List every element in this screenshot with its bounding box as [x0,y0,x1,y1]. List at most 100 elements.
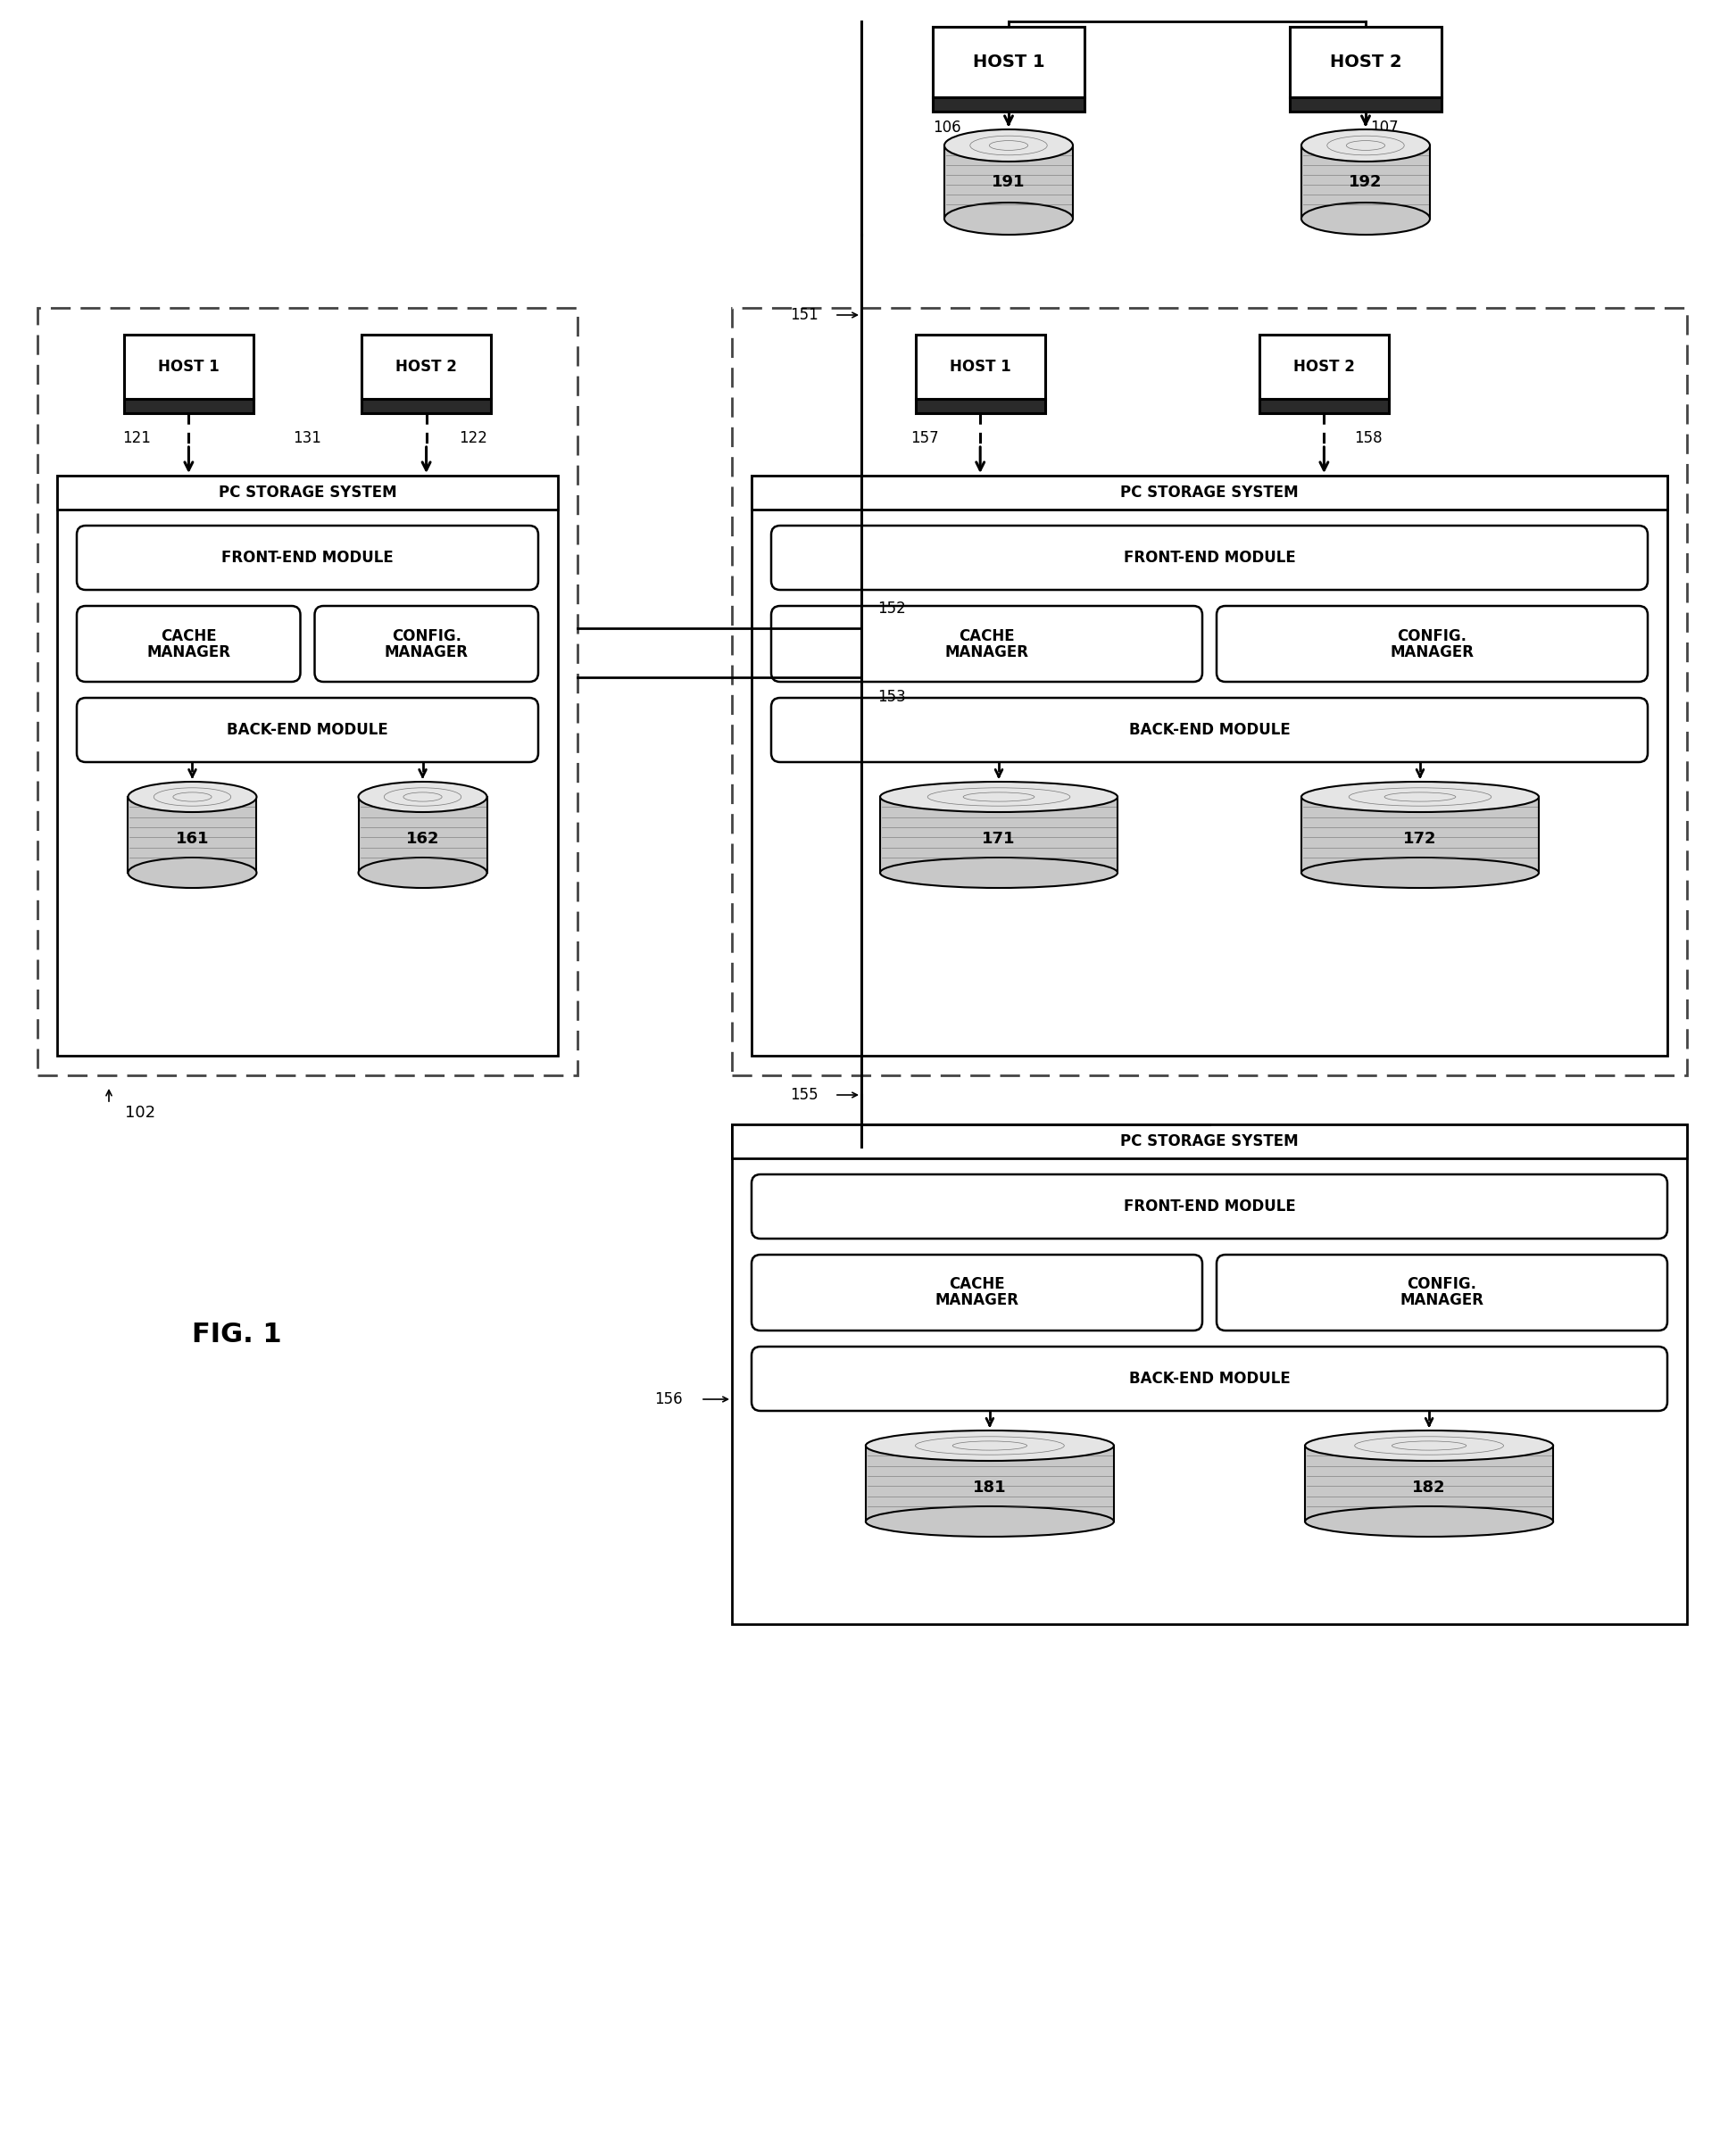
Text: 155: 155 [789,1087,819,1104]
Text: CONFIG.: CONFIG. [1397,627,1467,645]
Bar [1302,144,1429,218]
Ellipse shape [865,1507,1115,1537]
Text: 182: 182 [1412,1479,1447,1496]
Text: FRONT-END MODULE: FRONT-END MODULE [222,550,394,565]
Ellipse shape [1302,783,1539,813]
Bar [944,144,1073,218]
Bar [127,798,256,873]
Ellipse shape [944,203,1073,235]
Bar [124,399,253,414]
Ellipse shape [944,129,1073,162]
Ellipse shape [1305,1507,1553,1537]
Ellipse shape [881,858,1118,888]
Text: HOST 2: HOST 2 [1293,358,1355,375]
FancyBboxPatch shape [771,699,1648,761]
Bar [733,1125,1687,1623]
Text: 106: 106 [932,119,961,136]
Text: CONFIG.: CONFIG. [1407,1276,1477,1294]
Bar [361,334,490,399]
Ellipse shape [127,783,256,813]
Bar [733,308,1687,1076]
Text: 162: 162 [406,830,439,847]
Bar [1302,798,1539,873]
Bar [932,26,1085,97]
Ellipse shape [358,783,487,813]
Ellipse shape [881,783,1118,813]
FancyBboxPatch shape [752,1175,1667,1240]
FancyBboxPatch shape [77,606,301,681]
Ellipse shape [1302,858,1539,888]
Bar [881,798,1118,873]
Bar [57,476,557,1056]
Bar [1259,399,1388,414]
Text: MANAGER: MANAGER [1400,1294,1484,1309]
Text: 161: 161 [175,830,210,847]
Text: HOST 1: HOST 1 [949,358,1011,375]
FancyBboxPatch shape [77,699,538,761]
Text: MANAGER: MANAGER [385,645,468,660]
Text: CACHE: CACHE [949,1276,1004,1294]
Text: 121: 121 [122,431,151,446]
Text: MANAGER: MANAGER [936,1294,1018,1309]
Bar [1305,1447,1553,1522]
Bar [932,97,1085,112]
FancyBboxPatch shape [771,606,1202,681]
Text: 158: 158 [1355,431,1383,446]
Bar [38,308,578,1076]
Text: PC STORAGE SYSTEM: PC STORAGE SYSTEM [218,485,397,500]
Text: BACK-END MODULE: BACK-END MODULE [1128,1371,1290,1386]
Text: MANAGER: MANAGER [1390,645,1474,660]
Text: MANAGER: MANAGER [944,645,1029,660]
Text: FIG. 1: FIG. 1 [191,1322,282,1348]
Text: 122: 122 [459,431,487,446]
Text: CACHE: CACHE [958,627,1015,645]
Bar [358,798,487,873]
FancyBboxPatch shape [77,526,538,591]
Text: PC STORAGE SYSTEM: PC STORAGE SYSTEM [1120,1134,1299,1149]
Text: 152: 152 [877,602,906,617]
Text: FRONT-END MODULE: FRONT-END MODULE [1123,550,1295,565]
Bar [733,1125,1687,1158]
Text: HOST 1: HOST 1 [972,54,1044,71]
Bar [1290,26,1441,97]
Text: 131: 131 [294,431,322,446]
Text: 153: 153 [877,690,906,705]
Text: FRONT-END MODULE: FRONT-END MODULE [1123,1199,1295,1214]
Text: PC STORAGE SYSTEM: PC STORAGE SYSTEM [1120,485,1299,500]
Bar [1259,334,1388,399]
Text: CACHE: CACHE [160,627,217,645]
Text: MANAGER: MANAGER [146,645,230,660]
Bar [752,476,1667,1056]
Text: BACK-END MODULE: BACK-END MODULE [227,722,389,737]
Text: HOST 2: HOST 2 [1330,54,1402,71]
Text: BACK-END MODULE: BACK-END MODULE [1128,722,1290,737]
FancyBboxPatch shape [752,1348,1667,1410]
Text: HOST 1: HOST 1 [158,358,220,375]
Bar [57,476,557,509]
FancyBboxPatch shape [315,606,538,681]
Text: 151: 151 [789,306,819,323]
Text: 172: 172 [1404,830,1436,847]
Bar [361,399,490,414]
FancyBboxPatch shape [1216,606,1648,681]
Bar [915,399,1046,414]
Text: CONFIG.: CONFIG. [392,627,461,645]
Text: 191: 191 [992,175,1025,190]
Text: 181: 181 [974,1479,1006,1496]
FancyBboxPatch shape [752,1255,1202,1330]
Bar [752,476,1667,509]
Ellipse shape [1302,129,1429,162]
Bar [1290,97,1441,112]
Text: 102: 102 [126,1104,155,1121]
Ellipse shape [865,1429,1115,1462]
FancyBboxPatch shape [1216,1255,1667,1330]
Ellipse shape [358,858,487,888]
Text: HOST 2: HOST 2 [396,358,458,375]
Ellipse shape [127,858,256,888]
Text: 192: 192 [1348,175,1383,190]
Bar [915,334,1046,399]
Text: 157: 157 [912,431,939,446]
Text: 107: 107 [1371,119,1398,136]
Ellipse shape [1305,1429,1553,1462]
Text: 171: 171 [982,830,1015,847]
